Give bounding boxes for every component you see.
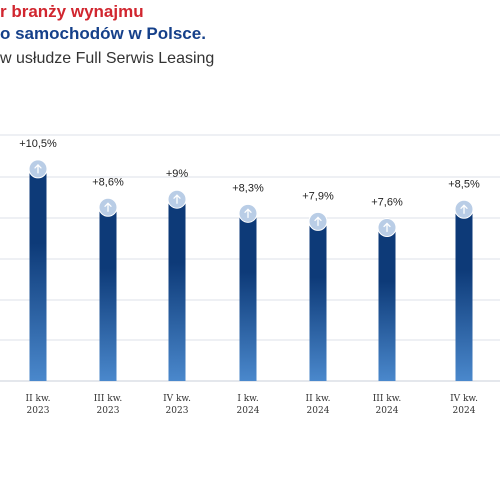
bar: [29, 168, 47, 381]
bars: [28, 159, 474, 381]
data-label: +10,5%: [19, 138, 57, 150]
bar: [99, 207, 117, 381]
arrow-up-icon: [28, 159, 48, 179]
arrow-up-icon: [454, 199, 474, 219]
x-tick-label: IV kw.: [450, 394, 478, 404]
x-tick-label: 2023: [97, 406, 120, 416]
x-tick-label: III kw.: [373, 394, 402, 404]
x-tick-label: II kw.: [306, 394, 331, 404]
x-tick-label: 2024: [453, 406, 476, 416]
arrow-up-icon: [377, 217, 397, 237]
bar: [168, 199, 186, 381]
x-tick-label: 2023: [27, 406, 50, 416]
bar: [239, 213, 257, 381]
data-label: +7,9%: [302, 190, 334, 202]
data-label: +9%: [166, 168, 189, 180]
arrow-up-icon: [98, 197, 118, 217]
x-tick-label: 2023: [166, 406, 189, 416]
x-tick-label: 2024: [237, 406, 260, 416]
x-tick-label: III kw.: [94, 394, 123, 404]
x-tick-label: 2024: [376, 406, 399, 416]
arrow-up-icon: [167, 189, 187, 209]
x-tick-label: IV kw.: [163, 394, 191, 404]
x-tick-label: II kw.: [26, 394, 51, 404]
chart-subtitle: w usłudze Full Serwis Leasing: [0, 50, 215, 67]
chart-title-line-1: r branży wynajmu: [0, 2, 144, 21]
bar: [378, 227, 396, 381]
x-tick-label: I kw.: [237, 394, 259, 404]
arrow-up-icon: [238, 203, 258, 223]
data-label: +8,3%: [232, 182, 264, 194]
labels: +10,5% II kw. 2023 +8,6% III kw. 2023 +9% IV kw…: [19, 138, 480, 416]
data-label: +7,6%: [371, 196, 403, 208]
chart-title-line-2: o samochodów w Polsce.: [0, 24, 206, 43]
data-label: +8,5%: [448, 178, 480, 190]
bar: [455, 209, 473, 381]
bar: [309, 221, 327, 381]
data-label: +8,6%: [92, 176, 124, 188]
arrow-up-icon: [308, 211, 328, 231]
x-tick-label: 2024: [307, 406, 330, 416]
